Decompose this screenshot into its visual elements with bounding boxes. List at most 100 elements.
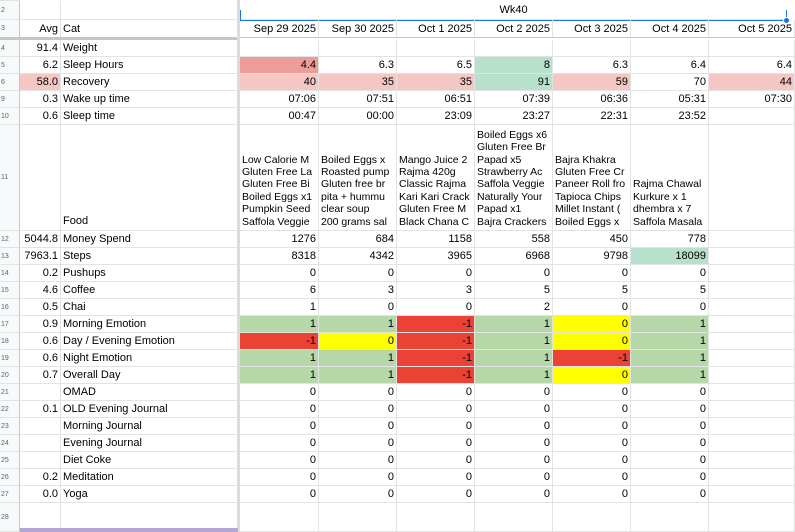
value-cell[interactable]: [709, 299, 795, 316]
row-header[interactable]: 16: [0, 299, 20, 316]
header-avg[interactable]: Avg: [20, 20, 61, 38]
value-cell[interactable]: [709, 486, 795, 503]
row-header[interactable]: 3: [0, 20, 20, 38]
value-cell[interactable]: 0: [240, 486, 319, 503]
value-cell[interactable]: 0: [240, 384, 319, 401]
value-cell[interactable]: 5: [475, 282, 553, 299]
category-cell[interactable]: Chai: [61, 299, 240, 316]
value-cell[interactable]: 0: [397, 469, 475, 486]
row-header[interactable]: 25: [0, 452, 20, 469]
value-cell[interactable]: [709, 367, 795, 384]
value-cell[interactable]: 0: [631, 469, 709, 486]
value-cell[interactable]: [709, 282, 795, 299]
category-cell[interactable]: Sleep Hours: [61, 57, 240, 74]
value-cell[interactable]: 0: [397, 418, 475, 435]
empty-cell[interactable]: [61, 1, 240, 20]
food-cell[interactable]: [709, 125, 795, 231]
row-header[interactable]: 10: [0, 108, 20, 125]
value-cell[interactable]: 00:00: [319, 108, 397, 125]
value-cell[interactable]: 5: [553, 282, 631, 299]
value-cell[interactable]: [319, 40, 397, 57]
avg-cell[interactable]: [20, 384, 61, 401]
category-cell[interactable]: Yoga: [61, 486, 240, 503]
row-header[interactable]: 9: [0, 91, 20, 108]
avg-cell[interactable]: [20, 435, 61, 452]
date-header[interactable]: Sep 29 2025: [240, 20, 319, 38]
value-cell[interactable]: 0: [319, 435, 397, 452]
value-cell[interactable]: 0: [397, 401, 475, 418]
value-cell[interactable]: 9798: [553, 248, 631, 265]
row-header[interactable]: 6: [0, 74, 20, 91]
empty-cell[interactable]: [319, 503, 397, 532]
avg-cell[interactable]: 0.6: [20, 333, 61, 350]
value-cell[interactable]: 6.5: [397, 57, 475, 74]
category-cell[interactable]: OLD Evening Journal: [61, 401, 240, 418]
value-cell[interactable]: [475, 40, 553, 57]
value-cell[interactable]: 0: [240, 452, 319, 469]
empty-cell[interactable]: [240, 503, 319, 532]
value-cell[interactable]: 0: [475, 418, 553, 435]
value-cell[interactable]: 0: [631, 401, 709, 418]
category-cell[interactable]: Morning Journal: [61, 418, 240, 435]
empty-cell[interactable]: [709, 503, 795, 532]
value-cell[interactable]: 07:39: [475, 91, 553, 108]
avg-cell[interactable]: 6.2: [20, 57, 61, 74]
food-cell[interactable]: Low Calorie M Gluten Free La Gluten Free B…: [240, 125, 319, 231]
value-cell[interactable]: 0: [475, 435, 553, 452]
value-cell[interactable]: 07:30: [709, 91, 795, 108]
value-cell[interactable]: 0: [319, 469, 397, 486]
value-cell[interactable]: 2: [475, 299, 553, 316]
food-cell[interactable]: Boiled Eggs x6 Gluten Free Br Papad x5 Stra…: [475, 125, 553, 231]
value-cell[interactable]: 0: [631, 299, 709, 316]
value-cell[interactable]: [709, 248, 795, 265]
avg-cell[interactable]: [20, 452, 61, 469]
avg-cell[interactable]: 0.0: [20, 486, 61, 503]
value-cell[interactable]: 0: [475, 384, 553, 401]
food-cell[interactable]: Bajra Khakra Gluten Free Cr Paneer Roll fr…: [553, 125, 631, 231]
value-cell[interactable]: 44: [709, 74, 795, 91]
value-cell[interactable]: 0: [397, 435, 475, 452]
row-header[interactable]: 21: [0, 384, 20, 401]
avg-cell[interactable]: 7963.1: [20, 248, 61, 265]
value-cell[interactable]: 450: [553, 231, 631, 248]
value-cell[interactable]: 0: [397, 486, 475, 503]
avg-cell[interactable]: 0.1: [20, 401, 61, 418]
value-cell[interactable]: 06:36: [553, 91, 631, 108]
category-cell[interactable]: Night Emotion: [61, 350, 240, 367]
empty-cell[interactable]: [475, 503, 553, 532]
value-cell[interactable]: [709, 40, 795, 57]
value-cell[interactable]: 1: [240, 316, 319, 333]
avg-cell[interactable]: 0.9: [20, 316, 61, 333]
value-cell[interactable]: -1: [397, 367, 475, 384]
value-cell[interactable]: 40: [240, 74, 319, 91]
value-cell[interactable]: [709, 401, 795, 418]
category-cell[interactable]: Diet Coke: [61, 452, 240, 469]
value-cell[interactable]: 0: [553, 299, 631, 316]
category-cell[interactable]: Overall Day: [61, 367, 240, 384]
value-cell[interactable]: -1: [397, 333, 475, 350]
row-header[interactable]: 28: [0, 503, 20, 532]
value-cell[interactable]: 0: [553, 384, 631, 401]
avg-cell[interactable]: 0.2: [20, 469, 61, 486]
value-cell[interactable]: 0: [553, 435, 631, 452]
value-cell[interactable]: 1: [475, 333, 553, 350]
value-cell[interactable]: 70: [631, 74, 709, 91]
row-header[interactable]: 5: [0, 57, 20, 74]
value-cell[interactable]: 0: [397, 452, 475, 469]
value-cell[interactable]: 0: [397, 265, 475, 282]
date-header[interactable]: Sep 30 2025: [319, 20, 397, 38]
value-cell[interactable]: 23:09: [397, 108, 475, 125]
avg-cell[interactable]: [20, 125, 61, 231]
row-header[interactable]: 23: [0, 418, 20, 435]
value-cell[interactable]: [709, 333, 795, 350]
empty-cell[interactable]: [397, 503, 475, 532]
value-cell[interactable]: 0: [475, 452, 553, 469]
value-cell[interactable]: 5: [631, 282, 709, 299]
value-cell[interactable]: 07:51: [319, 91, 397, 108]
value-cell[interactable]: 18099: [631, 248, 709, 265]
value-cell[interactable]: 0: [553, 265, 631, 282]
value-cell[interactable]: 0: [319, 486, 397, 503]
date-header[interactable]: Oct 1 2025: [397, 20, 475, 38]
value-cell[interactable]: 6.3: [553, 57, 631, 74]
category-cell[interactable]: Evening Journal: [61, 435, 240, 452]
